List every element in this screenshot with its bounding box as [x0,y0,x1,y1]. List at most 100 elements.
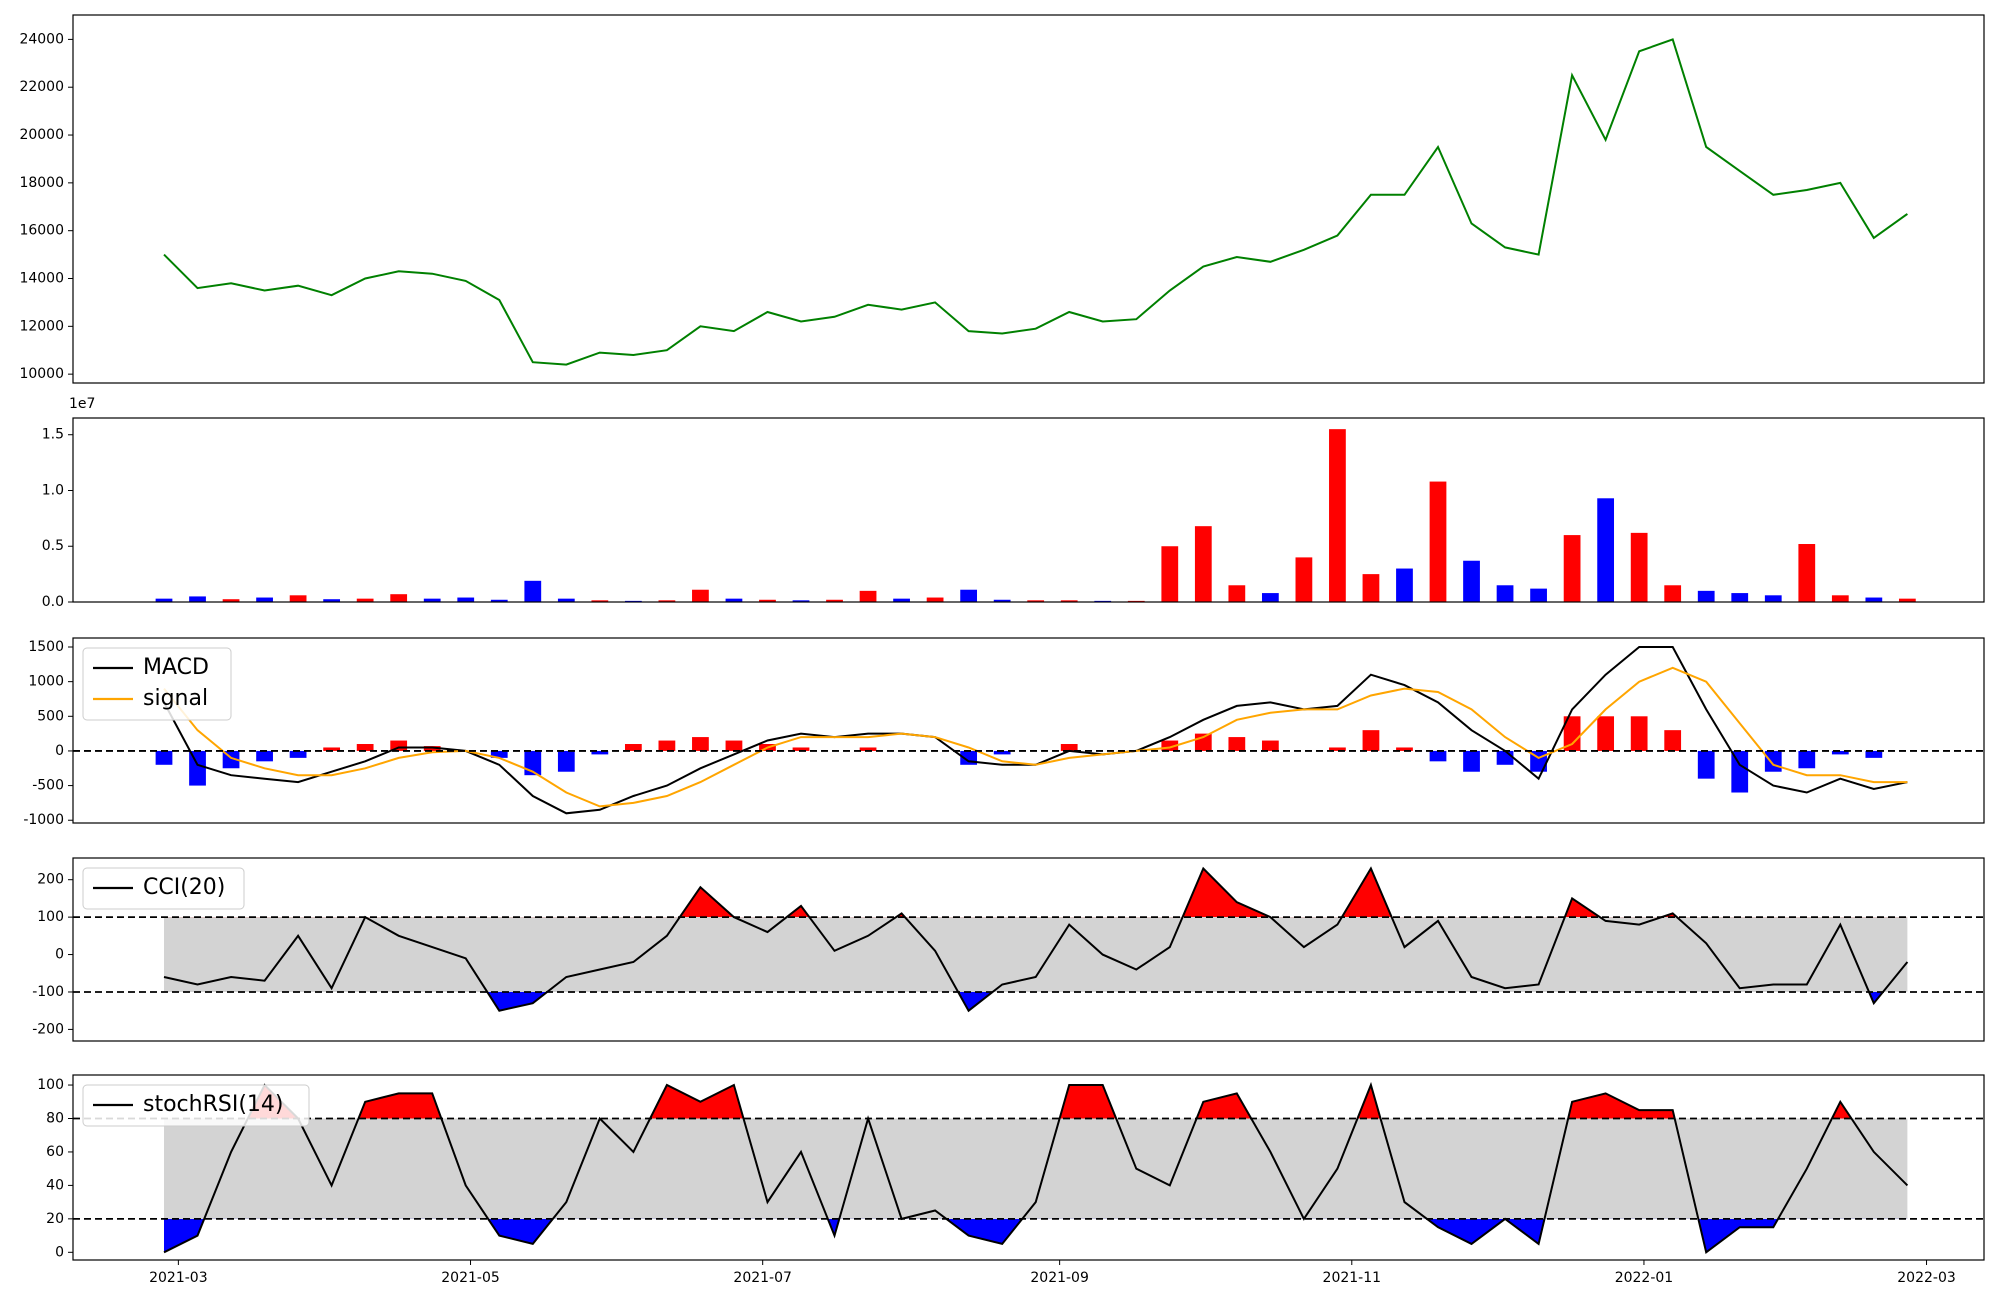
bar [1463,560,1480,602]
bar [1664,585,1682,602]
y-tick-label: 16000 [19,223,64,239]
series-line [163,866,1909,1013]
bar [390,740,408,751]
legend-box [82,867,245,910]
bar [658,740,676,751]
bar [859,590,877,602]
x-tick-label: 2021-03 [149,1270,208,1286]
bar [1362,730,1380,751]
bar [490,750,508,758]
bar [1329,747,1346,751]
bar [189,596,206,602]
x-tick-label: 2022-03 [1897,1270,1956,1286]
y-tick-label: 1000 [28,674,64,690]
y-tick-label: 0 [55,947,64,963]
bar [1664,730,1682,751]
bar [1731,593,1749,602]
neutral-band [164,1118,1908,1219]
series-line [163,666,1908,808]
bar [423,598,441,602]
axes-frame [72,637,1985,824]
y-tick-label: -500 [32,778,64,794]
x-tick-label: 2021-09 [1030,1270,1089,1286]
y-tick-label: 100 [37,1077,64,1093]
bar [1027,600,1045,602]
x-tick-label: 2022-01 [1615,1270,1674,1286]
bar [1261,740,1279,751]
bar [725,740,743,751]
bar [859,747,877,751]
bar [826,599,843,602]
legend-label: signal [143,686,208,711]
plot-area [163,38,1908,366]
bar [1530,588,1547,602]
axes-frame [72,14,1985,384]
y-tick-label: -1000 [23,812,64,828]
y-tick-label: 200 [37,872,64,888]
bar [490,599,508,602]
y-tick-label: 18000 [19,175,64,191]
plot-area [73,646,1984,815]
y-tick-label: 0 [55,1244,64,1260]
y-tick-label: 100 [37,909,64,925]
bar [524,580,542,602]
plot-area [73,866,1984,1013]
y-tick-label: 1.5 [42,427,64,443]
y-tick-label: 1.0 [42,482,64,498]
bar [356,598,374,602]
bar [557,598,575,602]
high-fill [247,1085,1852,1119]
bar [591,600,609,602]
axes-frame [72,417,1985,603]
bar [1597,716,1615,751]
bar [1764,595,1782,602]
bar [1329,429,1346,602]
y-tick-label: 0.5 [42,538,64,554]
bar [1731,750,1749,793]
axes-frame [72,857,1985,1042]
bar [725,598,743,602]
bar [1161,740,1179,751]
bar [1261,593,1279,602]
bar [1831,595,1849,602]
bar [289,750,307,758]
x-tick-label: 2021-05 [441,1270,500,1286]
high-fill [365,868,1677,918]
bar [1563,716,1581,751]
bar [993,750,1011,755]
bar [1496,750,1514,765]
bar [390,594,408,602]
low-fill [164,1218,1908,1253]
bar [658,600,676,602]
legend-box [82,1084,310,1127]
low-fill [164,991,1908,1011]
bar [222,599,240,602]
bar [457,597,475,602]
bar [1898,598,1916,602]
plot-area [155,429,1916,602]
bar [1798,544,1816,602]
bar [1463,750,1480,772]
y-tick-label: 14000 [19,271,64,287]
offset-text: 1e7 [69,396,95,412]
y-tick-label: 40 [46,1177,64,1193]
bar [1362,574,1380,602]
bar [256,750,273,762]
bar [1161,546,1179,602]
bar [692,589,709,602]
x-tick-label: 2021-11 [1323,1270,1382,1286]
legend-box [82,647,232,721]
y-tick-label: 0 [55,743,64,759]
bar [1630,716,1648,751]
legend-label: MACD [143,655,209,680]
bar [1764,750,1782,772]
bar [1630,532,1648,602]
y-tick-label: 0.0 [42,594,64,610]
bar [1060,744,1078,751]
bar [926,597,944,602]
bar [792,747,810,751]
bar [323,747,341,751]
y-tick-label: -100 [32,984,64,1000]
bar [189,750,206,786]
